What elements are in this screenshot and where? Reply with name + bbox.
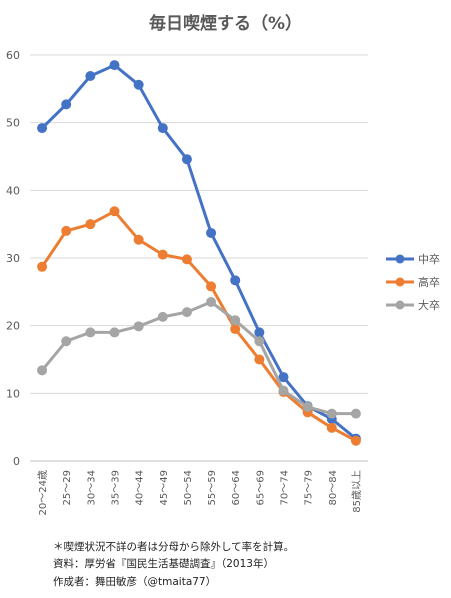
- data-point: [230, 275, 241, 286]
- data-point: [278, 372, 289, 383]
- legend-label: 中卒: [418, 252, 440, 266]
- data-point: [133, 234, 144, 245]
- data-point: [254, 336, 265, 347]
- data-point: [206, 296, 217, 307]
- series-lines: [37, 60, 361, 446]
- data-point: [230, 315, 241, 326]
- data-point: [350, 408, 361, 419]
- data-point: [181, 254, 192, 265]
- x-tick-label: 25～29: [62, 470, 73, 505]
- y-tick-label-20: 20: [6, 320, 20, 333]
- data-point: [37, 365, 48, 376]
- footnote-source: 資料：厚労省『国民生活基礎調査』（2013年）: [53, 558, 274, 570]
- data-point: [37, 261, 48, 272]
- x-tick-label: 85歳以上: [351, 470, 363, 513]
- data-point: [133, 321, 144, 332]
- x-tick-label: 30～34: [86, 470, 97, 505]
- y-tick-label-0: 0: [13, 455, 20, 468]
- data-point: [302, 401, 313, 412]
- data-point: [206, 281, 217, 292]
- y-tick-label-10: 10: [6, 387, 20, 400]
- x-tick-label: 75～79: [304, 470, 315, 505]
- legend-label: 大卒: [418, 298, 440, 312]
- data-point: [85, 327, 96, 338]
- y-tick-label-60: 60: [6, 49, 20, 62]
- data-point: [61, 336, 72, 347]
- y-tick-label-50: 50: [6, 117, 20, 130]
- data-point: [157, 311, 168, 322]
- x-tick-label: 65～69: [255, 470, 266, 505]
- x-axis-ticks: 20～24歳 25～29 30～34 35～39 40～44 45～49 50～54 55～5…: [37, 470, 363, 515]
- series-line-0: [40, 63, 358, 441]
- chart-title: 毎日喫煙する（%）: [148, 14, 303, 34]
- data-point: [37, 123, 48, 134]
- data-point: [181, 154, 192, 165]
- data-point: [181, 307, 192, 318]
- data-point: [109, 206, 120, 217]
- footnote-author: 作成者：舞田敏彦（@tmaita77）: [53, 576, 217, 588]
- data-point: [278, 385, 289, 396]
- data-point: [206, 227, 217, 238]
- data-point: [85, 70, 96, 81]
- data-point: [254, 354, 265, 365]
- data-point: [109, 60, 120, 71]
- series-line-2: [40, 300, 358, 416]
- line-chart: 0 10 20 30 40 50 60 20～24歳 25～29 30～34 35～39 40～44…: [6, 49, 440, 515]
- footnote-method: ＊喫煙状況不詳の者は分母から除外して率を計算。: [53, 541, 295, 553]
- x-tick-label: 55～59: [207, 470, 218, 505]
- x-tick-label: 60～64: [231, 470, 242, 505]
- data-point: [109, 327, 120, 338]
- data-point: [254, 327, 265, 338]
- y-tick-label-40: 40: [6, 184, 20, 197]
- data-point: [157, 249, 168, 260]
- x-tick-label: 80～84: [328, 470, 339, 505]
- x-tick-label: 45～49: [159, 470, 170, 505]
- y-axis-ticks: 0 10 20 30 40 50 60: [6, 49, 20, 468]
- y-tick-label-30: 30: [6, 252, 20, 265]
- legend-swatch-marker: [395, 254, 405, 264]
- data-point: [350, 435, 361, 446]
- x-tick-label: 50～54: [183, 470, 194, 505]
- data-point: [157, 123, 168, 134]
- data-point: [326, 422, 337, 433]
- data-point: [326, 408, 337, 419]
- data-point: [133, 79, 144, 90]
- legend-label: 高卒: [418, 275, 440, 289]
- data-point: [61, 99, 72, 110]
- x-tick-label: 20～24歳: [37, 470, 49, 515]
- x-tick-label: 40～44: [135, 470, 146, 505]
- data-point: [230, 324, 241, 335]
- data-point: [85, 219, 96, 230]
- legend-swatch-marker: [395, 300, 405, 310]
- x-tick-label: 35～39: [111, 470, 122, 505]
- legend-swatch-marker: [395, 277, 405, 287]
- data-point: [61, 225, 72, 236]
- grid-lines: [30, 54, 368, 462]
- x-tick-label: 70～74: [280, 470, 291, 505]
